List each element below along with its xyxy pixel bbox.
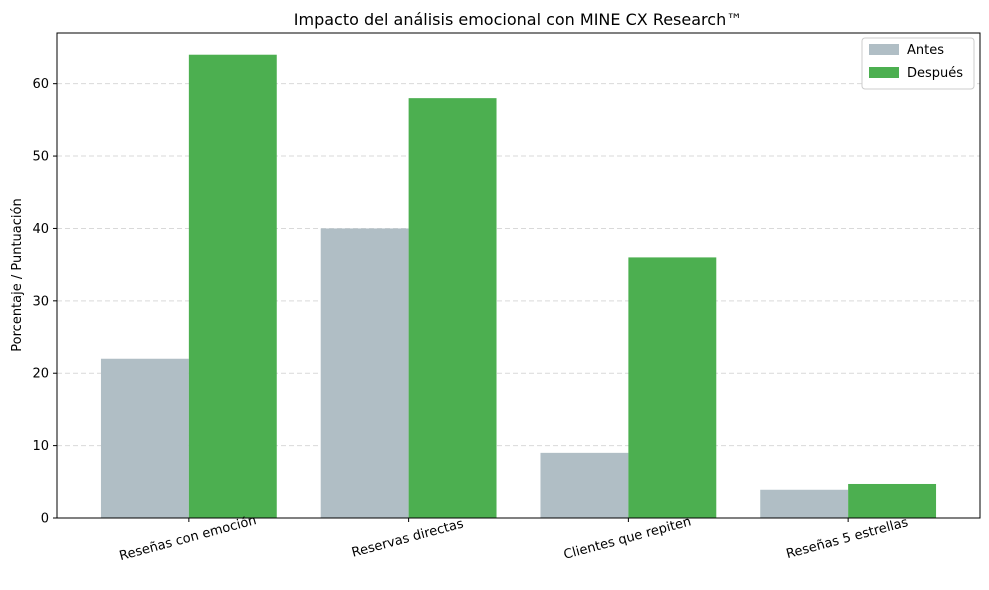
plot-frame — [56, 32, 981, 519]
y-axis: 0 10 20 30 40 50 60 — [32, 77, 57, 527]
bar-despus-2 — [628, 257, 717, 518]
x-tick-label-0: Reseñas con emoción — [118, 513, 258, 564]
chart-title: Impacto del análisis emocional con MINE … — [294, 10, 742, 29]
y-tick-label-40: 40 — [32, 222, 49, 237]
y-axis-label: Porcentaje / Puntuación — [10, 198, 25, 351]
bars — [100, 54, 937, 518]
y-tick-label-20: 20 — [32, 367, 49, 382]
y-tick-label-60: 60 — [32, 77, 49, 92]
bar-antes-0 — [100, 358, 189, 518]
bar-antes-2 — [540, 452, 629, 518]
x-tick-label-1: Reservas directas — [350, 516, 465, 560]
legend-swatch-despues — [869, 67, 899, 78]
bar-despus-1 — [408, 98, 497, 518]
x-tick-label-3: Reseñas 5 estrellas — [785, 515, 910, 562]
bar-antes-3 — [760, 489, 849, 518]
legend-label-despues: Después — [907, 66, 963, 81]
y-tick-label-50: 50 — [32, 150, 49, 165]
x-axis: Reseñas con emoción Reservas directas Clie… — [118, 513, 910, 564]
y-tick-label-10: 10 — [32, 439, 49, 454]
y-tick-label-30: 30 — [32, 294, 49, 309]
bar-despus-3 — [848, 483, 937, 518]
legend-label-antes: Antes — [907, 43, 944, 58]
y-tick-label-0: 0 — [41, 512, 49, 527]
legend: Antes Después — [861, 37, 975, 90]
x-tick-label-2: Clientes que repiten — [562, 514, 693, 563]
bar-despus-0 — [188, 54, 277, 518]
bar-antes-1 — [320, 228, 409, 518]
legend-swatch-antes — [869, 44, 899, 55]
